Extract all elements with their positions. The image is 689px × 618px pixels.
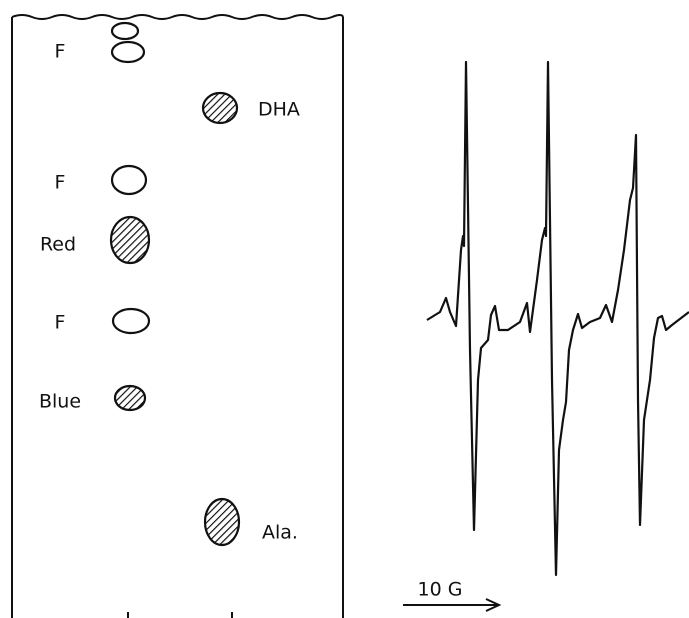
figure: F DHA F Red F Blue Ala. 10 G xyxy=(0,0,689,618)
spots xyxy=(111,23,239,545)
spot-label: Ala. xyxy=(262,522,298,544)
spot-label: F xyxy=(55,312,66,334)
spot-label: F xyxy=(55,172,66,194)
scale-arrow xyxy=(403,599,499,611)
esr-spectrum xyxy=(427,62,689,575)
spot-label: DHA xyxy=(258,99,300,121)
spot-label: Blue xyxy=(39,391,81,413)
spot-label: F xyxy=(55,41,66,63)
scale-label: 10 G xyxy=(418,579,463,601)
spot-label: Red xyxy=(40,234,76,256)
